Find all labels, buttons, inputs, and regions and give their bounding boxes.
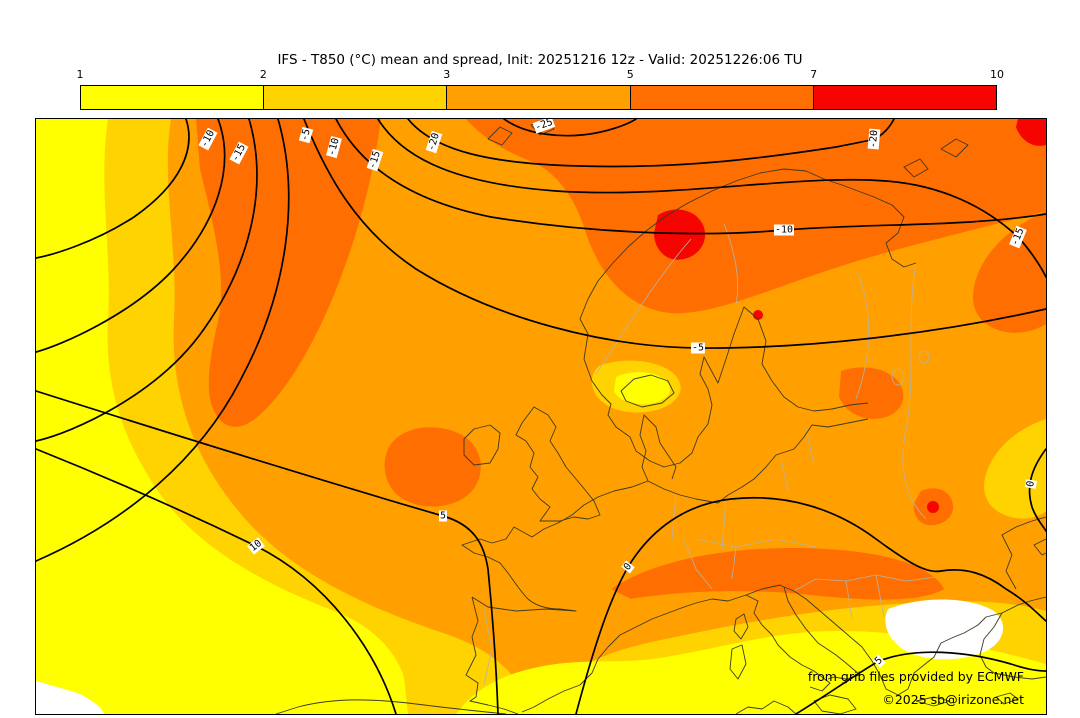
europe-map-svg (36, 119, 1046, 714)
colorbar-tick-10: 10 (990, 68, 1004, 81)
colorbar-segment-5-7 (630, 86, 814, 109)
map-frame: -10 -15 -5 -10 -15 -20 -25 -20 -10 -15 -5 5 10 0 0 5 fr… (35, 118, 1047, 715)
country-borders (483, 223, 937, 685)
colorbar-tick-1: 1 (76, 68, 84, 81)
attribution-source: from grib files provided by ECMWF (807, 669, 1024, 684)
colorbar-ticks: 1 2 3 5 7 10 (76, 68, 1005, 82)
colorbar-tick-7: 7 (810, 68, 818, 81)
colorbar-segment-2-3 (264, 86, 448, 109)
colorbar-segment-1-2 (81, 86, 265, 109)
chart-title: IFS - T850 (°C) mean and spread, Init: 2… (277, 52, 803, 68)
colorbar-tick-3: 3 (443, 68, 451, 81)
spread-fill-1-2 (36, 119, 1046, 714)
colorbar-tick-5: 5 (626, 68, 634, 81)
attribution-copyright: ©2025 sb@irizone.net (882, 692, 1024, 707)
colorbar-tick-2: 2 (259, 68, 267, 81)
colorbar-segments (80, 85, 997, 110)
spread-fill-below-1 (36, 599, 1004, 714)
colorbar-segment-3-5 (447, 86, 631, 109)
spread-colorbar: 1 2 3 5 7 10 (77, 68, 1004, 110)
colorbar-segment-7-10 (813, 86, 997, 109)
spread-fill-7-10 (654, 119, 1046, 513)
